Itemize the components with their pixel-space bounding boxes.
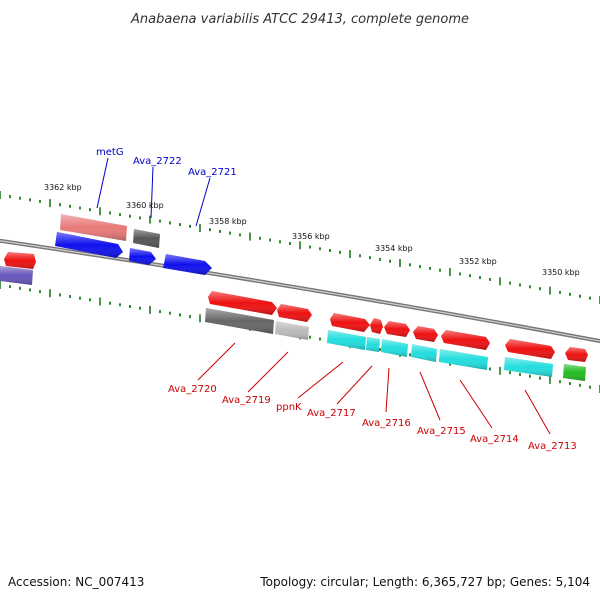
scale-label-3360: 3360 kbp: [126, 201, 164, 210]
gene-label-ava-2714[interactable]: Ava_2714: [470, 434, 519, 445]
scale-label-3352: 3352 kbp: [459, 257, 497, 266]
accession-text: Accession: NC_007413: [8, 575, 144, 589]
gene-label-ava-2717[interactable]: Ava_2717: [307, 408, 356, 419]
scale-label-3354: 3354 kbp: [375, 244, 413, 253]
scale-label-3358: 3358 kbp: [209, 217, 247, 226]
gene-label-ava-2722[interactable]: Ava_2722: [133, 156, 182, 167]
map-title: Anabaena variabilis ATCC 29413, complete…: [130, 12, 469, 27]
scale-label-3350: 3350 kbp: [542, 268, 580, 277]
scale-label-3362: 3362 kbp: [44, 183, 82, 192]
genome-summary-text: Topology: circular; Length: 6,365,727 bp…: [259, 575, 590, 589]
gene-label-ava-2719[interactable]: Ava_2719: [222, 395, 271, 406]
gene-label-ava-2721[interactable]: Ava_2721: [188, 167, 237, 178]
scale-labels: 3362 kbp 3360 kbp 3358 kbp 3356 kbp 3354…: [44, 183, 580, 277]
lower-features: [0, 266, 588, 381]
scale-label-3356: 3356 kbp: [292, 232, 330, 241]
gene-label-ppnk[interactable]: ppnK: [276, 402, 302, 413]
gene-label-metG[interactable]: metG: [96, 147, 124, 158]
gene-label-ava-2716[interactable]: Ava_2716: [362, 418, 411, 429]
upper-features: [4, 214, 212, 275]
gene-labels-top: metG Ava_2722 Ava_2721: [96, 147, 237, 178]
scale-ticks-upper: [0, 191, 600, 304]
gene-label-ava-2720[interactable]: Ava_2720: [168, 384, 217, 395]
callout-lines: [96, 157, 551, 435]
gene-labels-bottom: Ava_2720 Ava_2719 ppnK Ava_2717 Ava_2716…: [168, 384, 577, 452]
gene-label-ava-2713[interactable]: Ava_2713: [528, 441, 577, 452]
gene-label-ava-2715[interactable]: Ava_2715: [417, 426, 466, 437]
